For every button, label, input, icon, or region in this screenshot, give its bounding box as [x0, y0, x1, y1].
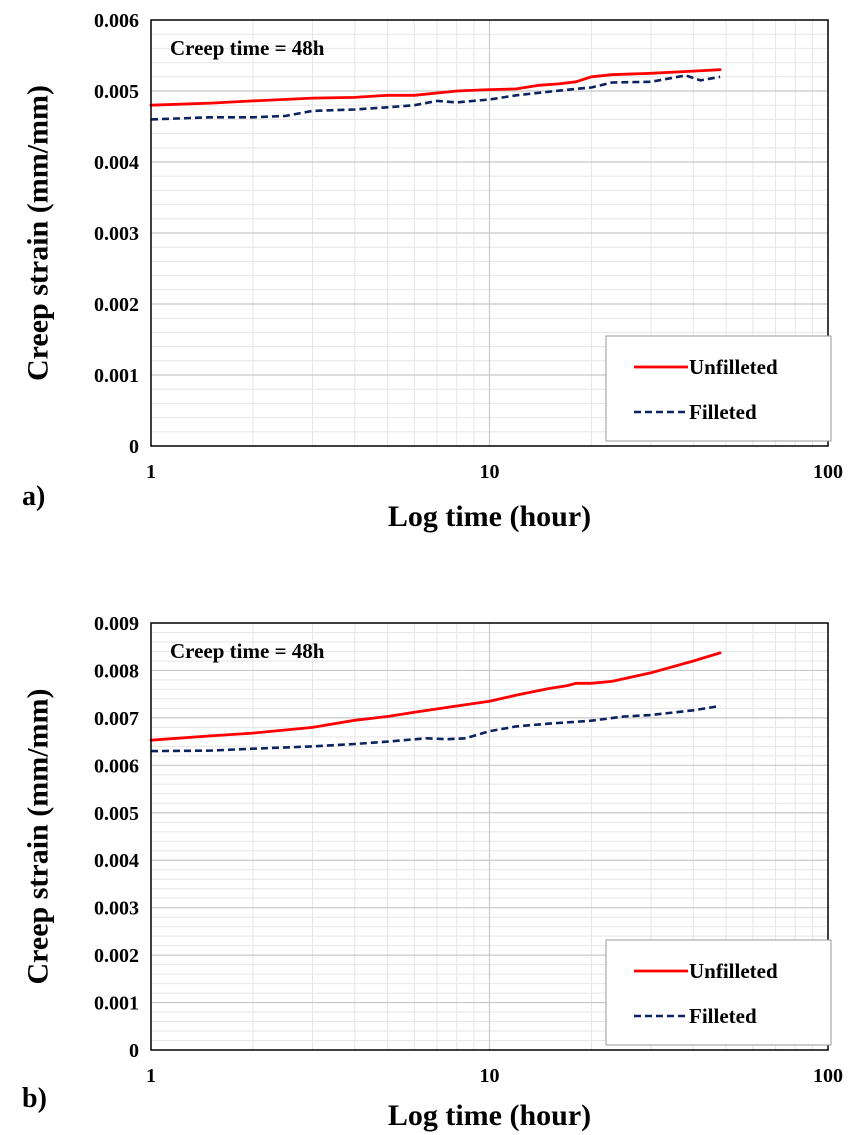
legend: Unfilleted Filleted [605, 939, 832, 1046]
y-tick-label: 0.007 [94, 708, 139, 730]
x-tick-label: 100 [813, 461, 843, 483]
y-tick-label: 0.001 [94, 993, 139, 1015]
y-tick-label: 0.004 [94, 850, 139, 872]
panel-a: 0 0.001 0.002 0.003 0.004 0.005 0.006 1 10 100 C… [22, 10, 844, 533]
plot-frame [150, 622, 829, 1051]
y-tick-labels: 0 0.001 0.002 0.003 0.004 0.005 0.006 [94, 10, 139, 458]
y-tick-label: 0.005 [94, 803, 139, 825]
x-tick-label: 10 [480, 461, 500, 483]
y-tick-labels: 0 0.001 0.002 0.003 0.004 0.005 0.006 0.007 0.00… [94, 613, 139, 1062]
x-axis-title: Log time (hour) [388, 500, 591, 533]
series-line-unfilleted [149, 68, 722, 107]
legend-label-filleted: Filleted [689, 1004, 757, 1028]
panel-label: b) [22, 1083, 47, 1114]
data-series [149, 68, 722, 121]
x-tick-label: 10 [480, 1065, 500, 1087]
x-tick-label: 100 [813, 1065, 843, 1087]
y-tick-label: 0.006 [94, 10, 139, 32]
x-axis-title: Log time (hour) [388, 1099, 591, 1132]
y-tick-label: 0.002 [94, 294, 139, 316]
x-tick-labels: 1 10 100 [146, 1065, 843, 1087]
series-line-unfilleted [149, 651, 722, 742]
y-axis-title: Creep strain (mm/mm) [22, 688, 55, 984]
y-tick-label: 0.006 [94, 755, 139, 777]
y-tick-label: 0.003 [94, 898, 139, 920]
legend-box [605, 939, 832, 1046]
series-line-filleted [150, 74, 721, 121]
data-series [149, 651, 722, 753]
annotation-text: Creep time = 48h [170, 36, 325, 60]
y-tick-label: 0.009 [94, 613, 139, 635]
panel-label: a) [22, 481, 45, 512]
y-axis-title: Creep strain (mm/mm) [22, 85, 55, 381]
legend-box [605, 335, 832, 442]
annotation-text: Creep time = 48h [170, 639, 325, 663]
legend-label-filleted: Filleted [689, 400, 757, 424]
y-tick-label: 0.001 [94, 365, 139, 387]
y-tick-label: 0 [129, 436, 139, 458]
y-tick-label: 0.003 [94, 223, 139, 245]
x-tick-labels: 1 10 100 [146, 461, 843, 483]
x-tick-label: 1 [146, 1065, 156, 1087]
plot-frame [150, 19, 829, 447]
legend-label-unfilleted: Unfilleted [689, 355, 778, 379]
x-tick-label: 1 [146, 461, 156, 483]
series-line-filleted [150, 704, 721, 753]
y-tick-label: 0.002 [94, 945, 139, 967]
legend-label-unfilleted: Unfilleted [689, 959, 778, 983]
y-tick-label: 0.005 [94, 81, 139, 103]
y-tick-label: 0.004 [94, 152, 139, 174]
y-tick-label: 0.008 [94, 660, 139, 682]
legend: Unfilleted Filleted [605, 335, 832, 442]
panel-b: 0 0.001 0.002 0.003 0.004 0.005 0.006 0.007 0.00… [22, 613, 844, 1132]
y-tick-label: 0 [129, 1040, 139, 1062]
